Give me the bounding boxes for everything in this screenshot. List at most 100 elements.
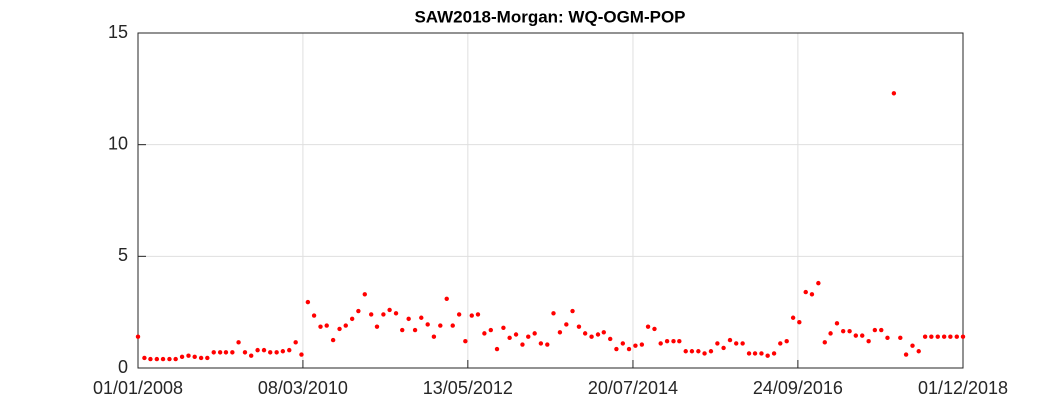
data-point [520,342,525,347]
data-point [866,339,871,344]
data-point [834,321,840,326]
data-point [903,352,909,357]
data-point [513,332,519,337]
data-point [734,341,739,346]
x-tick-label: 20/07/2014 [588,378,678,398]
data-point [564,322,569,327]
data-point [582,331,588,336]
data-point [752,351,758,356]
data-point [721,345,726,351]
data-point [784,339,789,344]
data-point [538,341,544,346]
data-point [293,340,298,345]
data-point [765,353,770,358]
data-point [456,312,462,317]
data-point [746,351,752,356]
data-point [412,327,418,333]
plot-frame [137,32,964,369]
data-point [671,339,676,344]
data-point [173,356,178,362]
data-point [160,356,166,362]
data-point [268,350,273,355]
data-point [828,331,833,336]
x-tick-label: 01/12/2018 [918,378,1008,398]
data-point [299,352,304,357]
x-tick-label: 08/03/2010 [258,378,348,398]
data-point [702,351,707,356]
data-point [960,334,966,339]
data-point [142,355,147,361]
y-tick-label: 15 [108,22,128,42]
data-point [179,354,185,360]
x-tick-label: 01/01/2008 [93,378,183,398]
data-point [211,350,216,355]
data-point [444,296,449,301]
data-point [790,315,796,320]
data-point [570,308,575,314]
data-point [324,323,329,328]
data-point [740,341,745,346]
data-point [381,312,386,317]
data-point [154,356,160,362]
data-point [658,341,663,346]
data-point [816,280,821,286]
data-point [419,315,424,320]
data-point [683,349,688,354]
data-point [551,311,556,316]
data-point [186,353,191,358]
data-point [633,343,638,348]
data-point [198,355,204,361]
data-point [167,356,172,362]
data-point [236,340,241,345]
data-point [778,341,783,346]
data-point [589,334,594,339]
data-point [803,289,808,295]
data-point [369,312,374,317]
data-point [645,324,651,329]
data-point [677,339,682,344]
data-point [330,337,336,343]
data-point [469,313,474,318]
data-point [696,349,701,354]
data-point [898,335,903,341]
data-point [406,316,411,322]
data-point [425,322,430,327]
data-point [463,339,468,344]
data-point [941,334,947,339]
x-tick-label: 13/05/2012 [423,378,513,398]
data-point [708,349,714,354]
data-point [840,328,846,334]
data-point [488,327,494,333]
data-point [922,334,928,339]
plot-area [138,33,963,368]
data-point [607,336,613,342]
data-point [287,347,292,353]
data-point [356,308,361,314]
data-point [343,323,348,328]
data-point [853,333,859,338]
data-point [135,334,141,339]
data-point [595,332,601,337]
data-point [664,339,670,344]
data-point [576,324,582,329]
data-point [689,349,695,354]
data-point [620,341,626,346]
data-point [715,341,720,346]
data-point [217,350,223,355]
data-point [148,356,153,362]
data-point [438,323,443,328]
data-point [223,350,229,355]
data-point [305,299,311,305]
data-point [809,292,815,297]
data-point [387,307,392,313]
data-point [797,320,802,325]
data-point [727,337,733,343]
data-point [400,327,405,333]
data-point [450,323,455,328]
data-point [885,335,890,341]
y-tick-label: 5 [118,245,128,265]
chart-title: SAW2018-Morgan: WQ-OGM-POP [414,7,685,26]
data-point [255,347,260,353]
y-tick-label: 0 [118,357,128,377]
